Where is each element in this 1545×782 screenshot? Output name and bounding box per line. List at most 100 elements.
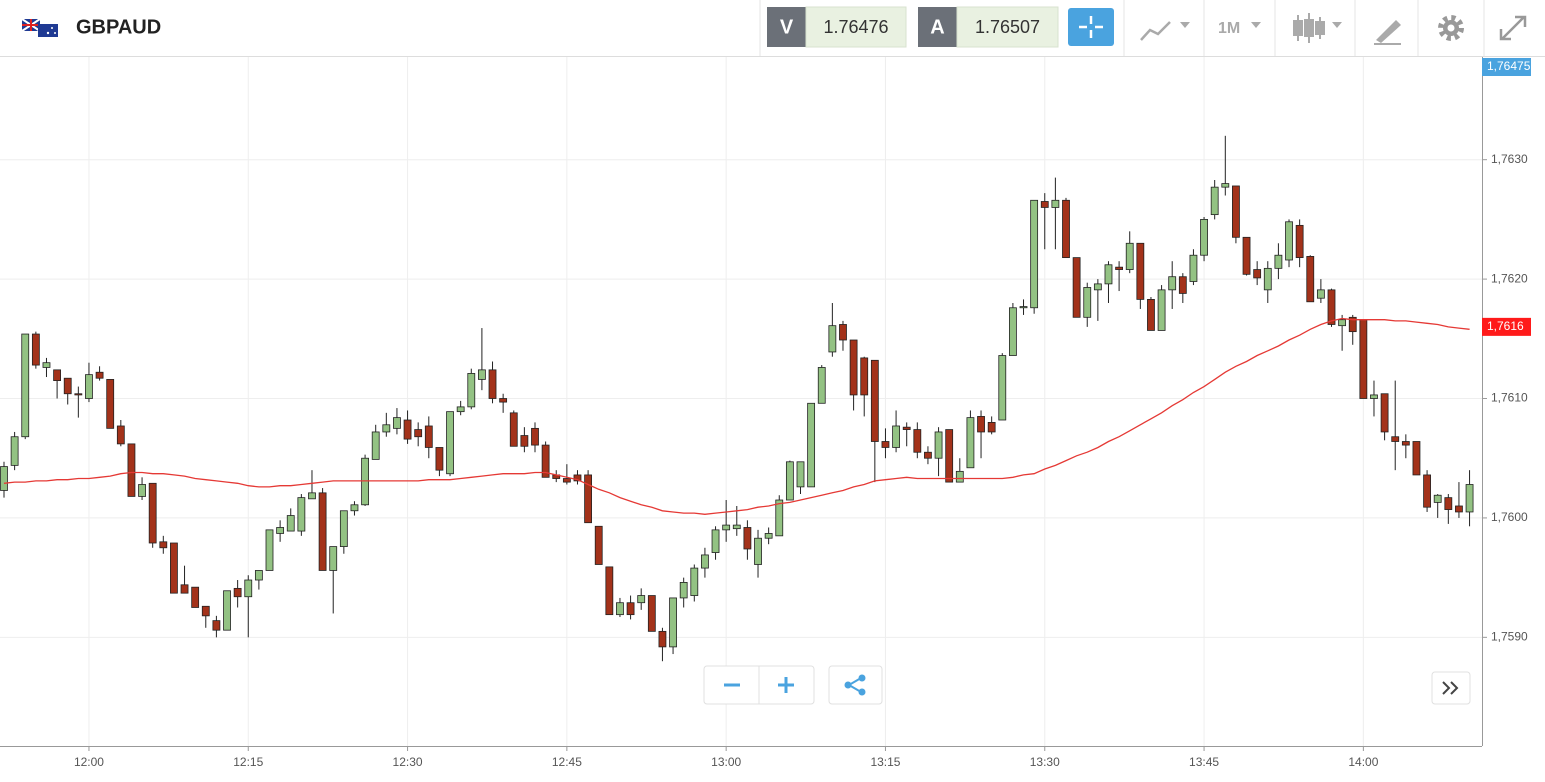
- candle-body: [435, 447, 444, 471]
- price-badge: [1482, 58, 1531, 76]
- buy-price[interactable]: 1.76507: [975, 17, 1040, 37]
- price-badge-label: 1,7616: [1487, 319, 1524, 333]
- candle-body: [1189, 254, 1198, 282]
- candle-body: [233, 587, 242, 598]
- candle-body: [1147, 299, 1155, 331]
- candle-body: [1348, 316, 1357, 333]
- candle-body: [860, 357, 869, 396]
- candle-body: [531, 427, 539, 446]
- candle-body: [711, 529, 720, 553]
- candle-body: [1200, 218, 1208, 256]
- candle-body: [1285, 221, 1293, 261]
- sell-label[interactable]: V: [780, 16, 794, 38]
- candle-body: [339, 510, 348, 547]
- candle-body: [21, 333, 30, 438]
- settings-button[interactable]: [1438, 15, 1464, 41]
- candle-body: [1040, 201, 1049, 208]
- candle-body: [1157, 289, 1166, 331]
- buy-label-box[interactable]: [918, 7, 957, 47]
- candle-body: [1338, 319, 1347, 327]
- candle-body: [1136, 242, 1145, 300]
- candle-body: [212, 620, 221, 631]
- candle-body: [1093, 283, 1102, 291]
- candle-body: [1168, 276, 1177, 291]
- candle-body: [966, 417, 975, 469]
- candle-body: [1316, 289, 1325, 299]
- x-tick-label: 13:15: [870, 755, 900, 769]
- candle-body: [573, 474, 582, 482]
- candle-body: [106, 379, 115, 429]
- candle-body: [1104, 264, 1113, 285]
- candle-body: [159, 541, 168, 549]
- candle-body: [180, 584, 189, 594]
- candle-body: [382, 424, 391, 433]
- candle-body: [637, 595, 646, 604]
- candle-body: [1401, 441, 1410, 446]
- sell-price[interactable]: 1.76476: [823, 17, 888, 37]
- candle-type-button[interactable]: [1293, 13, 1342, 43]
- candle-body: [95, 371, 104, 379]
- x-tick-label: 12:15: [233, 755, 263, 769]
- candle-body: [42, 362, 51, 368]
- candle-body: [1009, 307, 1017, 356]
- candle-body: [881, 441, 890, 448]
- timeframe-button[interactable]: 1M: [1218, 20, 1261, 37]
- buy-button[interactable]: A 1.76507: [918, 6, 1059, 48]
- x-tick-label: 14:00: [1348, 755, 1378, 769]
- candle-body: [116, 425, 125, 445]
- candle-body: [1412, 441, 1421, 476]
- candle-body: [467, 373, 476, 408]
- candle-body: [541, 444, 550, 478]
- chart-type-button[interactable]: [1140, 21, 1190, 41]
- crosshair-button[interactable]: [1068, 8, 1114, 46]
- share-button[interactable]: [828, 665, 883, 705]
- candle-body: [1242, 236, 1251, 275]
- candle-body: [924, 451, 932, 459]
- candle-body: [456, 406, 465, 413]
- sell-button[interactable]: V 1.76476: [767, 6, 907, 48]
- candle-body: [1030, 199, 1039, 309]
- candle-body: [785, 461, 794, 501]
- timeframe[interactable]: 1M: [1218, 20, 1240, 37]
- candle-body: [127, 443, 136, 497]
- buy-price-box[interactable]: [956, 6, 1059, 48]
- fullscreen-button[interactable]: [1499, 15, 1527, 41]
- candle-body: [509, 412, 518, 447]
- candle-body: [562, 478, 571, 483]
- candle-body: [913, 429, 922, 453]
- candle-body: [701, 554, 709, 569]
- y-tick-label: 1,7620: [1491, 271, 1528, 285]
- plot-layer: 1,7590 1,7600 1,7610 1,7620 1,7630 12:00 12:15…: [0, 57, 1531, 769]
- sell-label-box[interactable]: [767, 7, 806, 47]
- scroll-right-button[interactable]: [1431, 671, 1471, 705]
- candle-body: [1444, 497, 1453, 510]
- candle-body: [414, 429, 423, 438]
- candle-body: [934, 431, 943, 459]
- x-tick-label: 12:45: [552, 755, 582, 769]
- zoom-in[interactable]: [778, 677, 794, 693]
- candle-body: [828, 325, 837, 353]
- candle-body: [477, 369, 486, 380]
- candle-body: [945, 429, 954, 483]
- candle-body: [85, 374, 93, 399]
- candle-body: [1232, 185, 1240, 238]
- candle-body: [1423, 474, 1431, 508]
- candle-body: [594, 525, 603, 565]
- candle-body: [201, 605, 210, 617]
- candle-body: [244, 579, 253, 598]
- candle-body: [870, 359, 879, 442]
- candle-body: [1125, 242, 1134, 270]
- candle-body: [520, 435, 529, 447]
- x-tick-label: 12:30: [393, 755, 423, 769]
- buy-label[interactable]: A: [930, 16, 944, 38]
- candle-body: [0, 466, 8, 491]
- candle-body: [584, 474, 592, 524]
- sell-price-box[interactable]: [805, 6, 907, 48]
- candle-body: [839, 324, 847, 341]
- draw-button[interactable]: [1374, 20, 1401, 45]
- candle-body: [1327, 289, 1336, 325]
- candle-body: [350, 504, 359, 512]
- candle-body: [1391, 436, 1400, 442]
- candle-body: [679, 582, 688, 599]
